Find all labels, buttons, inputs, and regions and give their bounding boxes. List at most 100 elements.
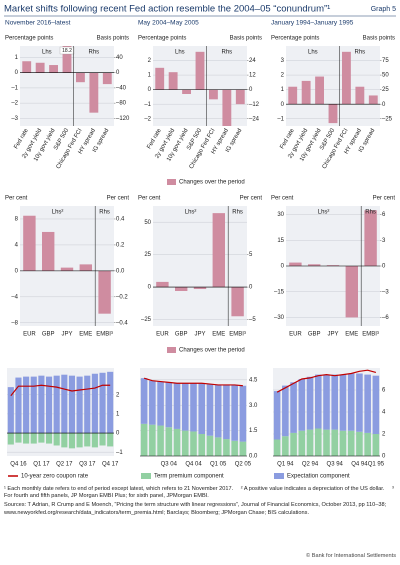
- bar-segment: [298, 430, 306, 456]
- y2-tick-label: –5: [249, 317, 256, 323]
- bar-segment: [206, 435, 214, 456]
- copyright: © Bank for International Settlements: [306, 553, 396, 559]
- bar-segment: [314, 428, 322, 456]
- bar-segment: [298, 379, 306, 431]
- bar-segment: [181, 383, 189, 431]
- bar: [75, 72, 85, 83]
- series-label: Rhs: [365, 210, 376, 216]
- x-tick-label: Q2 05: [235, 462, 252, 468]
- bar: [341, 51, 351, 105]
- x-tick-label: GBP: [42, 332, 55, 338]
- x-tick-label: Q4 04: [185, 462, 202, 468]
- y-tick-label: 2: [382, 432, 386, 438]
- bar: [315, 76, 325, 105]
- bar-segment: [356, 431, 363, 456]
- y-axis-label: Per cent: [271, 196, 294, 202]
- plot-area: [20, 206, 114, 326]
- bar: [62, 46, 72, 73]
- x-tick-label: EMBI³: [362, 332, 379, 338]
- y2-tick-label: –40: [116, 85, 127, 91]
- panel-title: May 2004–May 2005: [138, 20, 199, 27]
- x-tick-label: EUR: [156, 332, 169, 338]
- bar-segment: [282, 436, 289, 456]
- y-tick-label: –1: [144, 102, 151, 108]
- bar-segment: [231, 384, 238, 441]
- x-tick-label: JPY: [194, 332, 205, 338]
- bar-segment: [45, 433, 53, 444]
- y-axis-label: Per cent: [5, 196, 28, 202]
- bar-segment: [173, 428, 181, 456]
- bar-segment: [23, 433, 30, 444]
- bar: [49, 65, 59, 73]
- y2-tick-label: 24: [249, 58, 256, 64]
- series-label: Lhs: [175, 50, 185, 56]
- y2-tick-label: 0: [382, 102, 386, 108]
- y-tick-label: –25: [141, 317, 152, 323]
- footnote: ³ For fourth and fifth panels, JP Morgan…: [4, 486, 394, 500]
- y-tick-label: –8: [11, 320, 18, 326]
- marks: [273, 369, 380, 456]
- x-tick-label: Q3 17: [79, 462, 96, 468]
- y2-tick-label: –0.2: [116, 294, 128, 300]
- y-axis-label: Percentage points: [138, 36, 186, 42]
- bar-segment: [107, 433, 114, 447]
- y2-axis-label: Basis points: [97, 36, 129, 42]
- bar-segment: [282, 385, 289, 437]
- x-tick-label: Q3 04: [161, 462, 178, 468]
- legend-label: 10-year zero coupon rate: [21, 474, 89, 480]
- x-tick-label: Q4 16: [10, 462, 27, 468]
- bar: [195, 51, 205, 90]
- series-label: Lhs²: [185, 210, 197, 216]
- bar: [102, 72, 112, 85]
- series-label: Rhs: [222, 50, 233, 56]
- bar-segment: [68, 375, 76, 434]
- y2-tick-label: 25: [382, 87, 389, 93]
- line: [276, 369, 377, 393]
- bar-segment: [173, 383, 181, 429]
- bar-segment: [15, 377, 22, 434]
- bar: [98, 270, 111, 314]
- bar: [307, 264, 321, 266]
- bar: [89, 72, 99, 113]
- bar-segment: [61, 374, 68, 434]
- marks: [7, 371, 114, 449]
- footnote: ¹ Each monthly date refers to end of per…: [4, 486, 234, 492]
- bar-segment: [181, 430, 189, 456]
- bar-segment: [273, 439, 281, 456]
- bar-segment: [290, 432, 297, 456]
- bar-segment: [165, 427, 173, 456]
- bar: [301, 80, 311, 105]
- source: Sources: T Adrian, R Crump and E Moench,…: [4, 502, 387, 516]
- y2-tick-label: 0: [249, 285, 253, 291]
- series-label: Rhs: [355, 50, 366, 56]
- bar-segment: [91, 373, 98, 434]
- y2-tick-label: 0: [116, 70, 120, 76]
- bar-segment: [7, 387, 14, 434]
- x-tick-label: Q4 94: [351, 462, 368, 468]
- x-tick-label: Q1 95: [368, 462, 385, 468]
- y-tick-label: –1: [11, 85, 18, 91]
- x-tick-label: EME: [212, 332, 225, 338]
- x-tick-label: GBP: [308, 332, 321, 338]
- y2-tick-label: 5: [249, 252, 253, 258]
- bar: [23, 215, 36, 271]
- y2-tick-label: 6: [382, 212, 386, 218]
- bar-segment: [239, 385, 247, 442]
- bar: [156, 281, 169, 288]
- bar-segment: [323, 429, 330, 456]
- y2-tick-label: 0.2: [116, 242, 125, 248]
- bar: [328, 104, 338, 124]
- bar-segment: [84, 433, 91, 447]
- y-tick-label: 3: [281, 58, 285, 64]
- y2-tick-label: 0: [382, 264, 386, 270]
- x-tick-label: Q1 05: [210, 462, 227, 468]
- bar: [288, 86, 298, 105]
- y-tick-label: 50: [144, 220, 151, 226]
- bar: [174, 287, 188, 291]
- bar-segment: [206, 384, 214, 436]
- bar-segment: [273, 391, 281, 440]
- y-tick-label: 1.5: [249, 428, 258, 434]
- x-tick-label: EUR: [289, 332, 302, 338]
